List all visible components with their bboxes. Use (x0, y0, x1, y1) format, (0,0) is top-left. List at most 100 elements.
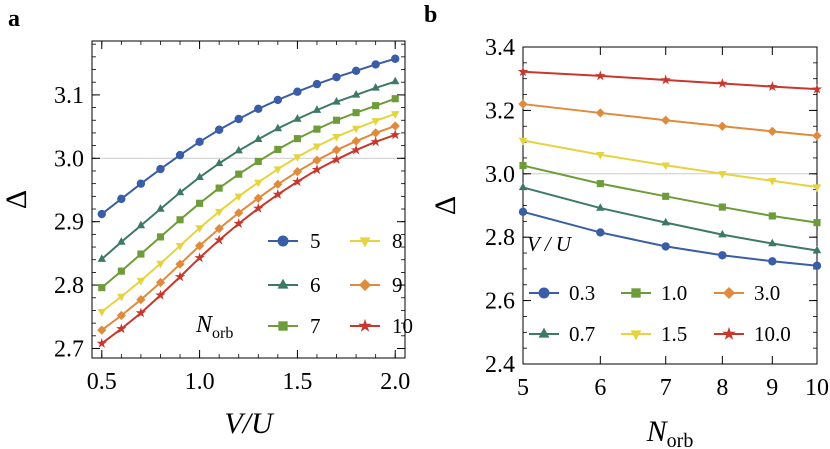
b-series-3.0 (518, 99, 822, 141)
b-data-point (812, 184, 822, 192)
a-series-line (101, 125, 396, 331)
b-data-point (519, 161, 527, 170)
a-series-line (101, 97, 396, 289)
a-data-point (273, 179, 283, 189)
b-data-point (661, 242, 670, 251)
panel-a-legend: 5 6 7 8 9 10 Norb (195, 229, 413, 342)
a-data-point (293, 87, 302, 96)
b-series-0.7 (518, 182, 822, 254)
b-data-point (767, 126, 777, 136)
b-series-line (522, 139, 818, 189)
a-data-point (234, 145, 243, 154)
a-data-point (273, 166, 283, 174)
a-data-point (156, 204, 165, 212)
a-legend-label: 9 (392, 273, 403, 297)
a-data-point (234, 208, 244, 218)
a-data-point (312, 143, 322, 152)
a-series-6 (97, 76, 400, 262)
panel-a-frame (91, 40, 406, 359)
a-ytick-label: 2.7 (54, 336, 84, 362)
b-data-point (718, 203, 726, 211)
a-data-point (254, 134, 263, 142)
b-legend-marker (538, 287, 550, 299)
a-data-point (213, 234, 225, 245)
a-data-point (293, 114, 302, 122)
a-data-point (97, 308, 106, 317)
b-data-point (518, 207, 528, 217)
a-data-point (254, 157, 262, 166)
a-data-point (371, 60, 380, 69)
a-data-point (195, 172, 204, 181)
a-data-point (391, 54, 400, 63)
b-legend-label: 0.7 (569, 322, 595, 346)
a-data-point (390, 129, 401, 140)
b-data-point (768, 212, 776, 220)
a-data-point (312, 105, 322, 113)
b-series-line (522, 103, 818, 137)
b-legend-marker (538, 327, 550, 338)
a-legend-label: 5 (310, 229, 321, 253)
a-data-point (214, 158, 224, 167)
a-legend-marker (359, 237, 371, 248)
a-data-point (311, 164, 323, 175)
b-data-point (717, 121, 727, 131)
b-data-point (595, 108, 605, 118)
a-xtick-label: 1.0 (185, 369, 215, 395)
b-series-0.3 (518, 207, 822, 270)
panel-b-ticks: 5 6 7 8 9 10 2.4 2.6 2.8 3.0 3.2 3.4 (485, 35, 829, 401)
a-data-point (176, 216, 184, 224)
a-data-point (117, 293, 126, 302)
a-legend-label: 6 (310, 273, 321, 297)
b-data-point (661, 162, 670, 171)
panel-a-x-axis-label: V/U (224, 407, 275, 440)
b-xtick-label: 6 (594, 375, 606, 401)
panel-a-y-axis-label: Δ (0, 190, 33, 209)
a-ytick-label: 3.1 (54, 83, 84, 109)
b-data-point (518, 99, 528, 109)
a-data-point (156, 260, 165, 269)
b-series-line (522, 70, 818, 91)
b-data-point (661, 115, 671, 125)
a-data-point (214, 224, 224, 234)
b-legend-label: 1.0 (661, 281, 687, 305)
a-data-point (371, 128, 381, 138)
b-data-point (718, 171, 727, 179)
b-ytick-label: 3.0 (485, 162, 515, 188)
a-ytick-label: 2.8 (54, 273, 84, 299)
b-data-point (518, 182, 528, 191)
a-data-point (351, 90, 361, 98)
a-data-point (371, 118, 380, 126)
b-data-point (768, 178, 777, 186)
b-legend-label: 3.0 (754, 281, 780, 305)
b-legend-marker (722, 286, 736, 300)
a-series-line (101, 112, 396, 313)
a-legend-marker (358, 318, 372, 332)
panel-b-label: b (424, 2, 437, 28)
b-series-10.0 (517, 66, 823, 94)
a-legend-label: 8 (392, 229, 403, 253)
panel-a-label: a (8, 6, 20, 32)
b-xtick-label: 8 (716, 375, 728, 401)
b-series-line (522, 186, 818, 252)
b-data-point (595, 70, 606, 81)
a-data-point (136, 179, 146, 188)
a-data-point (116, 323, 127, 334)
b-legend-marker (722, 326, 736, 340)
b-legend-marker (631, 288, 641, 298)
b-data-point (596, 180, 604, 188)
b-series-1.0 (519, 161, 821, 227)
b-data-point (812, 131, 822, 141)
a-data-point (234, 114, 243, 124)
a-data-point (391, 95, 399, 103)
a-legend-marker (358, 278, 372, 292)
a-data-point (351, 125, 361, 134)
a-legend-marker (277, 235, 289, 247)
panel-b: 5 6 7 8 9 10 2.4 2.6 2.8 3.0 3.2 3.4 V / U 0.3 0.7 1.0… (429, 35, 829, 449)
b-legend-title: V / U (527, 232, 573, 256)
a-data-point (214, 208, 224, 217)
a-data-point (273, 95, 283, 105)
a-data-point (156, 164, 165, 174)
a-data-point (98, 284, 106, 292)
a-data-point (235, 170, 243, 178)
